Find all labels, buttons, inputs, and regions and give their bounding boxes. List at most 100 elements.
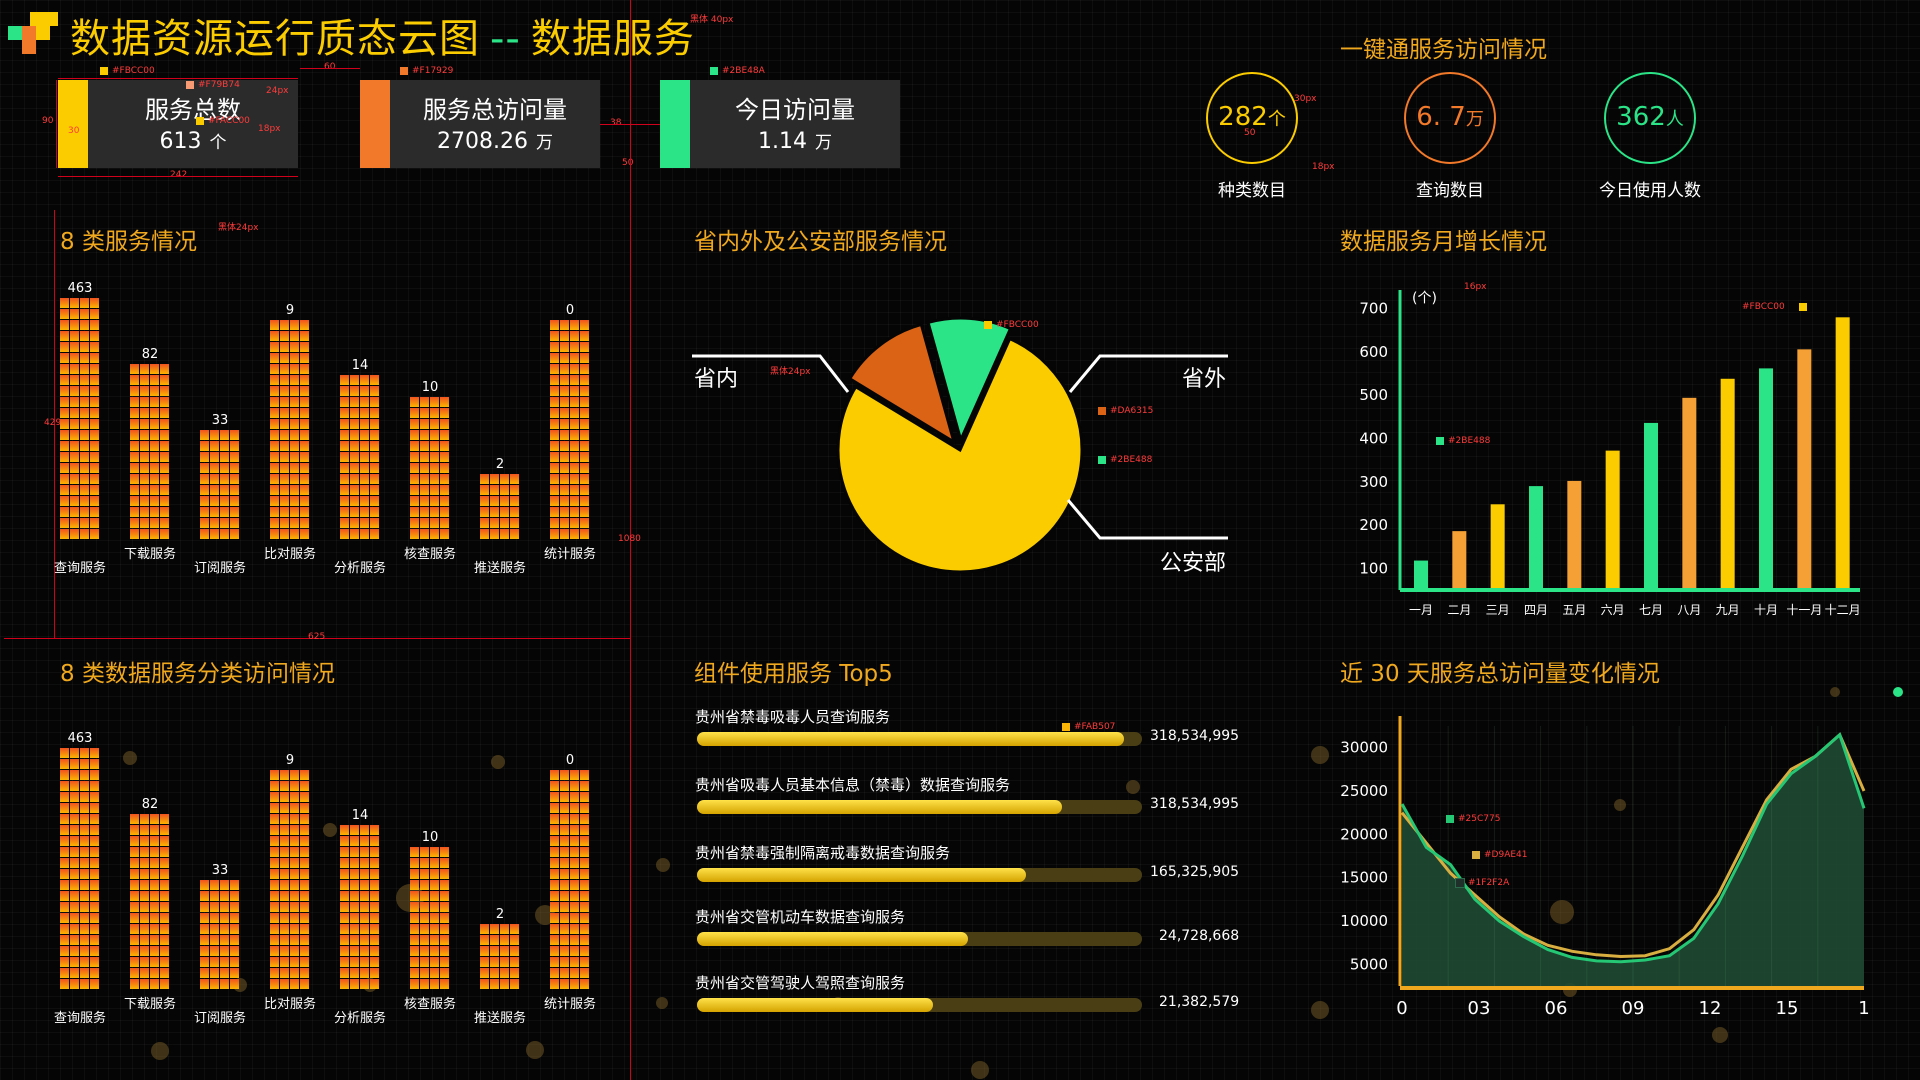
bar-block [570,946,579,956]
bar-block [280,386,289,396]
bar-block [300,814,309,824]
bar-block [210,913,219,923]
bar-block [560,474,569,484]
bar-block [350,463,359,473]
bar-block [160,419,169,429]
bar-block [150,375,159,385]
bar-block [410,913,419,923]
top5-value: 24,728,668 [1159,928,1240,944]
bar-block [60,770,69,780]
top5-track [697,868,1142,882]
annotation-bar-color: #FBCC00 [1742,302,1811,312]
bar-block [210,474,219,484]
top5-fill [697,932,969,946]
bar-block [500,496,509,506]
bar-block [90,902,99,912]
logo-icon [8,12,58,54]
bar-block [220,913,229,923]
y-tick-label: 10000 [1340,912,1388,930]
y-tick-label: 5000 [1350,955,1388,973]
bar-block [130,496,139,506]
bar-block [80,814,89,824]
bar-block [80,836,89,846]
bar-block [300,375,309,385]
bar-block [140,836,149,846]
bar-block [280,902,289,912]
bar-block [560,507,569,517]
bar-block [550,419,559,429]
bar-block [550,968,559,978]
bar-block [220,902,229,912]
bar-block [550,946,559,956]
bar-block [370,485,379,495]
bar-block [490,507,499,517]
bar-block [360,507,369,517]
bar-block [160,441,169,451]
bar-block [80,957,89,967]
bar-block [160,913,169,923]
bar-block [350,979,359,989]
bar-block [340,518,349,528]
bar-block [200,957,209,967]
bar-block [80,847,89,857]
bar-block [290,518,299,528]
pie-slice [926,316,1013,445]
bar-block [360,441,369,451]
bar-block [230,441,239,451]
bar-block [430,957,439,967]
bar-block [360,430,369,440]
bar-block [150,924,159,934]
bar-block [570,847,579,857]
bar-block [200,430,209,440]
bar-block [430,847,439,857]
bar-block [300,902,309,912]
bar-block [560,935,569,945]
bar-block [210,946,219,956]
bar-block [580,869,589,879]
bar-block [140,858,149,868]
bar-block [220,935,229,945]
bar-block [440,979,449,989]
bar-block [560,880,569,890]
bar-block [300,507,309,517]
bar-block [230,891,239,901]
bar-block [300,419,309,429]
month-bar [1414,560,1428,588]
bar-block [80,331,89,341]
bar-block [350,836,359,846]
bar-block [210,957,219,967]
bar-block [300,803,309,813]
bar-block [130,935,139,945]
bar-block [90,869,99,879]
bar-block [350,902,359,912]
bar-block [270,946,279,956]
bar-block [580,496,589,506]
x-tick-label: 15 [1776,998,1799,1019]
bar-block [300,496,309,506]
top5-value: 21,382,579 [1159,994,1240,1010]
bar-block [160,946,169,956]
bar-block [370,847,379,857]
bar-block [510,957,519,967]
bar-block [80,507,89,517]
bar-block [150,869,159,879]
bar-block [340,452,349,462]
monthly-growth-chart: 100 200 300 400 500 600 700 (个) 一月 二月 三月 四月 五月 六月 七月 八月… [1359,290,1861,617]
annotation-dimension: 625 [308,632,326,642]
x-tick-label: 12 [1699,998,1722,1019]
bar-block [300,781,309,791]
bar-block [70,759,79,769]
bar-block [290,485,299,495]
bar-block [350,913,359,923]
bar-block [140,913,149,923]
bar-block [420,913,429,923]
bar-block [350,880,359,890]
bar-block [140,408,149,418]
bar-block [150,935,159,945]
bar-block [90,309,99,319]
annotation-font: 黑体24px [218,223,259,233]
bar-value-label: 463 [68,281,93,296]
bar-block [430,913,439,923]
bar-category-label: 查询服务 [54,1010,106,1026]
bar-block [340,386,349,396]
